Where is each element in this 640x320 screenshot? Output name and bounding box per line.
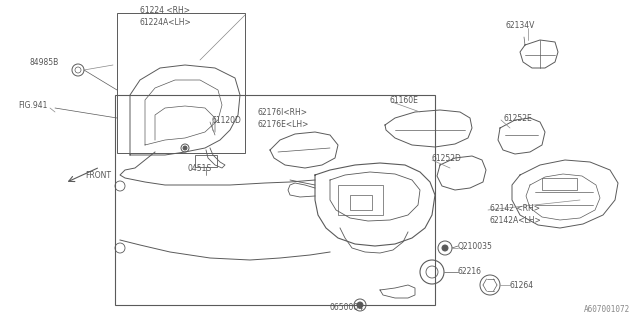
Text: 0650004: 0650004 (330, 302, 364, 311)
Bar (117, 13, 245, 153)
Text: 61160E: 61160E (390, 95, 419, 105)
Text: A607001072: A607001072 (584, 305, 630, 314)
Text: 62134V: 62134V (505, 20, 534, 29)
Bar (195, 155, 217, 167)
Text: 0451S: 0451S (187, 164, 211, 172)
Bar (350, 195, 372, 210)
Text: FRONT: FRONT (85, 171, 111, 180)
Text: 62142 <RH>: 62142 <RH> (490, 204, 540, 212)
Text: 62176E<LH>: 62176E<LH> (258, 119, 309, 129)
Text: 61224A<LH>: 61224A<LH> (140, 18, 192, 27)
Circle shape (357, 302, 363, 308)
Bar (115, 95, 435, 305)
Text: 84985B: 84985B (30, 58, 60, 67)
Text: FIG.941: FIG.941 (18, 100, 47, 109)
Text: 62142A<LH>: 62142A<LH> (490, 215, 541, 225)
Text: 61264: 61264 (510, 281, 534, 290)
Bar (542, 178, 577, 190)
Text: Q210035: Q210035 (458, 242, 493, 251)
Circle shape (183, 146, 187, 150)
Circle shape (442, 245, 448, 251)
Text: 61252D: 61252D (432, 154, 462, 163)
Bar (338, 185, 383, 215)
Text: 61252E: 61252E (503, 114, 532, 123)
Text: 61224 <RH>: 61224 <RH> (140, 5, 190, 14)
Text: 62216: 62216 (458, 268, 482, 276)
Text: 61120D: 61120D (212, 116, 242, 124)
Text: 62176I<RH>: 62176I<RH> (258, 108, 308, 116)
